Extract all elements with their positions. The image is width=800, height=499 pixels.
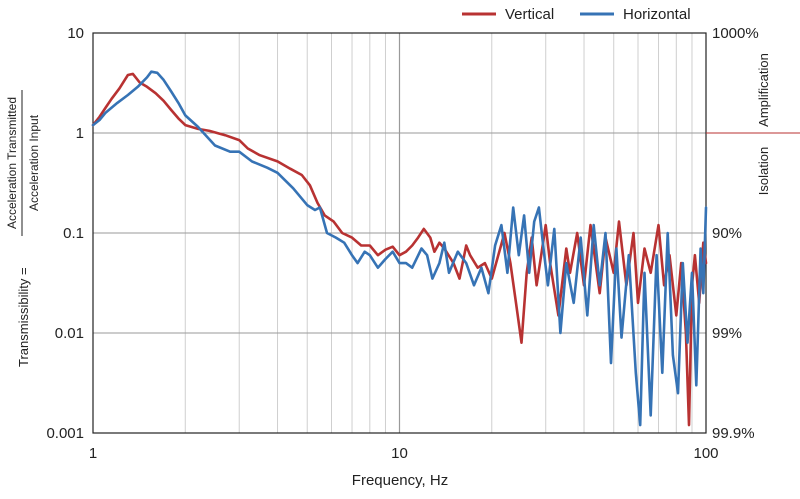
legend-label-horizontal: Horizontal — [623, 6, 691, 23]
y-tick-label: 1 — [76, 125, 84, 142]
right-axis-labels: 1000% 90% 99% 99.9% — [712, 25, 759, 442]
right-tick-label: 1000% — [712, 25, 759, 42]
y-axis-label-numerator: Acceleration Transmitted — [5, 97, 19, 229]
legend-label-vertical: Vertical — [505, 6, 554, 23]
x-tick-label: 1 — [89, 445, 97, 462]
legend: Vertical Horizontal — [462, 6, 691, 23]
y-tick-label: 0.1 — [63, 225, 84, 242]
y-tick-label: 10 — [67, 25, 84, 42]
y-axis-label-denominator: Acceleration Input — [27, 114, 41, 211]
x-tick-label: 10 — [391, 445, 408, 462]
region-label-amplification: Amplification — [756, 53, 771, 127]
right-tick-label: 99% — [712, 325, 742, 342]
right-tick-label: 90% — [712, 225, 742, 242]
x-tick-labels: 1 10 100 — [89, 445, 719, 462]
x-axis-label: Frequency, Hz — [352, 472, 448, 489]
x-tick-label: 100 — [693, 445, 718, 462]
grid — [93, 33, 706, 433]
right-tick-label: 99.9% — [712, 425, 755, 442]
y-tick-label: 0.01 — [55, 325, 84, 342]
y-axis-label-prefix: Transmissibility = — [16, 267, 31, 367]
y-tick-label: 0.001 — [46, 425, 84, 442]
series-line-horizontal — [91, 70, 708, 427]
series-line-vertical — [91, 72, 708, 427]
series-layer — [91, 70, 708, 427]
y-tick-labels: 10 1 0.1 0.01 0.001 — [46, 25, 84, 442]
region-label-isolation: Isolation — [756, 147, 771, 195]
